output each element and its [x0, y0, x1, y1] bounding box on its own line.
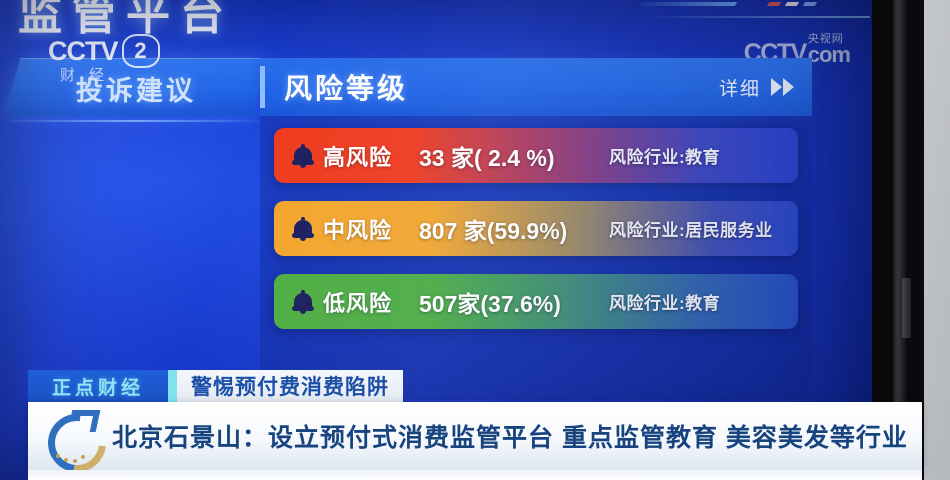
risk-count-value: 807 家(59.9%)	[419, 217, 568, 244]
banner-accent-bar	[168, 370, 177, 402]
topic-headline: 警惕预付费消费陷阱	[191, 376, 389, 399]
bell-icon	[292, 216, 314, 241]
deco-stripe-red	[766, 2, 782, 6]
monitor-edge-highlight-upper	[902, 278, 911, 338]
watermark-com-text: com	[807, 42, 851, 67]
banner-bottom-strip	[28, 470, 922, 480]
watermark-right-group: 央视网 com	[807, 33, 851, 67]
risk-level-label: 低风险	[323, 290, 393, 316]
main-headline-bar: 北京石景山：设立预付式消费监管平台 重点监管教育 美容美发等行业	[28, 402, 922, 480]
main-headline-text: 北京石景山：设立预付式消费监管平台 重点监管教育 美容美发等行业	[112, 424, 908, 452]
banner-tag-group: 正点财经 警惕预付费消费陷阱	[28, 370, 403, 402]
deco-stripe-blue	[802, 2, 818, 6]
risk-row-high[interactable]: 高风险 33 家( 2.4 %) 风险行业:教育	[274, 128, 798, 183]
top-decoration	[640, 0, 870, 22]
risk-level-panel: 风险等级 详细 高风险 33 家( 2.4 %) 风险行业:教育	[260, 58, 812, 400]
page-title: 监管平台	[18, 0, 234, 39]
panel-title: 风险等级	[284, 73, 409, 104]
topic-headline-box: 警惕预付费消费陷阱	[177, 370, 403, 402]
program-name-box: 正点财经	[28, 370, 168, 402]
risk-industry-label: 风险行业:居民服务业	[609, 221, 773, 240]
bell-icon	[292, 143, 314, 168]
cctv-finance-circular-logo	[34, 402, 118, 480]
panel-body: 高风险 33 家( 2.4 %) 风险行业:教育 中风险 807 家(59.9%…	[260, 116, 812, 400]
deco-stripe-white	[784, 2, 800, 6]
bell-icon	[292, 289, 314, 314]
risk-industry-label: 风险行业:教育	[609, 294, 721, 313]
monitor-right-edge	[893, 0, 907, 480]
cctv-wordmark: CCTV	[48, 35, 118, 66]
program-name: 正点财经	[51, 377, 144, 399]
fast-forward-icon	[771, 78, 794, 96]
watermark-chinese-text: 央视网	[807, 33, 844, 45]
deco-stripe-blue-long	[640, 2, 738, 6]
channel-number: 2	[121, 34, 160, 68]
risk-row-low[interactable]: 低风险 507家(37.6%) 风险行业:教育	[274, 274, 798, 329]
channel-subtitle: 财经	[60, 67, 119, 84]
tab-underline	[9, 120, 261, 122]
details-label: 详细	[718, 78, 761, 100]
panel-header: 风险等级 详细	[260, 58, 812, 116]
risk-row-medium[interactable]: 中风险 807 家(59.9%) 风险行业:居民服务业	[274, 201, 798, 256]
risk-count-value: 507家(37.6%)	[419, 290, 561, 317]
lower-third-banner: 正点财经 警惕预付费消费陷阱 北京石景山：设立预付式消费监管平台 重点监管教育 …	[0, 370, 950, 480]
deco-line	[640, 16, 870, 18]
risk-count-value: 33 家( 2.4 %)	[419, 144, 555, 171]
risk-level-label: 中风险	[323, 217, 393, 243]
details-button[interactable]: 详细	[719, 74, 794, 101]
risk-industry-label: 风险行业:教育	[609, 148, 721, 167]
cctv2-channel-logo: CCTV 2	[48, 34, 160, 68]
risk-level-label: 高风险	[323, 144, 393, 170]
